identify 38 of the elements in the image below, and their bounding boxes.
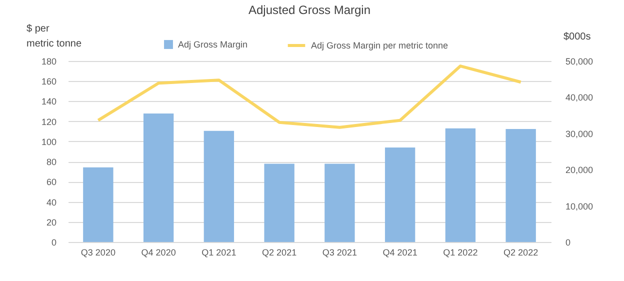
bar [384, 148, 416, 242]
y-axis-title: $ per metric tonne [26, 24, 82, 50]
y2-tick-label: 30,000 [566, 128, 594, 139]
x-tick-label: Q4 2021 [382, 248, 418, 258]
bar [264, 164, 294, 242]
y-tick-label: 80 [46, 157, 56, 168]
legend-label: Adj Gross Margin [178, 40, 248, 50]
y2-tick-label: 20,000 [566, 165, 594, 176]
y2-tick-label: 50,000 [566, 56, 594, 66]
y-tick-label: 40 [46, 197, 56, 208]
y2-tick-label: 40,000 [566, 92, 594, 103]
bar [324, 164, 355, 242]
x-tick-label: Q4 2020 [141, 248, 176, 258]
x-tick-label: Q1 2022 [443, 248, 478, 258]
y-tick-label: 120 [41, 116, 56, 127]
y-tick-label: 0 [51, 238, 56, 248]
x-tick-label: Q2 2021 [262, 248, 297, 258]
x-tick-label: Q2 2022 [504, 248, 538, 258]
y-tick-label: 60 [46, 177, 56, 188]
y-tick-label: 160 [41, 76, 56, 87]
legend-label: Adj Gross Margin per metric tonne [311, 40, 448, 50]
line-series [96, 64, 522, 129]
bar [445, 128, 476, 242]
y2-tick-label: 0 [566, 238, 571, 248]
y-tick-label: 180 [41, 56, 56, 66]
bar [143, 113, 174, 242]
y-tick-label: 20 [46, 217, 56, 228]
y-tick-label: 100 [41, 136, 56, 147]
x-tick-label: Q3 2021 [322, 248, 357, 258]
y2-tick-label: 10,000 [566, 201, 594, 212]
bar [204, 130, 234, 242]
bar [506, 129, 536, 242]
x-tick-label: Q3 2020 [80, 248, 116, 258]
chart-title: Adjusted Gross Margin [248, 3, 371, 17]
y2-axis-title: $000s [564, 32, 591, 42]
bar [83, 167, 114, 242]
y-tick-label: 140 [41, 96, 56, 107]
x-tick-label: Q1 2021 [202, 248, 236, 258]
